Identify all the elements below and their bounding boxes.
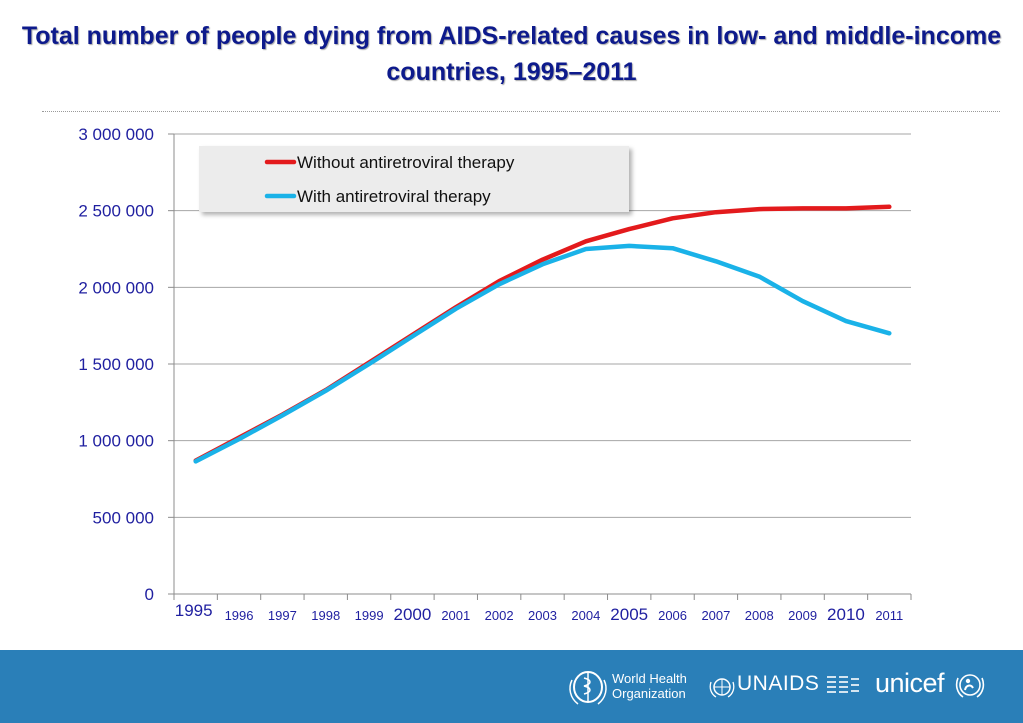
- x-tick-label: 2002: [485, 608, 514, 623]
- unicef-logo-text: unicef: [875, 668, 945, 698]
- who-line-2: Organization: [612, 686, 686, 701]
- unaids-cosponsor-mark-icon: [827, 676, 859, 693]
- x-tick-label: 2010: [827, 605, 865, 624]
- x-tick-label: 2008: [745, 608, 774, 623]
- x-tick-label: 2005: [610, 605, 648, 624]
- series-line-2: [193, 243, 892, 464]
- y-tick-label: 1 000 000: [78, 432, 154, 451]
- x-tick-label: 2004: [571, 608, 600, 623]
- y-tick-label: 2 000 000: [78, 278, 154, 297]
- x-tick-label: 2000: [394, 605, 432, 624]
- who-emblem-icon: [569, 671, 607, 705]
- series-line-1: [193, 204, 892, 463]
- y-tick-label: 1 500 000: [78, 355, 154, 374]
- chart-title: Total number of people dying from AIDS-r…: [21, 22, 1002, 86]
- x-tick-label: 2011: [875, 608, 903, 623]
- y-tick-label: 3 000 000: [78, 125, 154, 144]
- x-tick-label: 1998: [311, 608, 340, 623]
- y-tick-label: 500 000: [93, 508, 154, 527]
- line-chart: 0 500 000 1 000 000 1 500 000 2 000 000 2 500…: [78, 125, 912, 624]
- x-tick-label: 2009: [788, 608, 817, 623]
- title-divider: [42, 111, 1000, 112]
- legend-box: [199, 146, 629, 212]
- x-tick-label: 2007: [701, 608, 730, 623]
- legend-label: Without antiretroviral therapy: [297, 153, 515, 172]
- unaids-logo-text: UNAIDS: [737, 672, 820, 695]
- x-tick-label: 2006: [658, 608, 687, 623]
- footer-bar: World Health Organization UNAIDS unicef: [0, 650, 1023, 723]
- x-tick-label: 1995: [175, 601, 213, 620]
- x-tick-label: 1996: [225, 608, 254, 623]
- un-emblem-icon: [709, 678, 735, 698]
- who-logo-text: World Health Organization: [612, 671, 687, 701]
- x-tick-label: 2001: [441, 608, 470, 623]
- unicef-emblem-icon: [955, 674, 985, 698]
- legend-label: With antiretroviral therapy: [297, 187, 491, 206]
- x-tick-label: 1997: [268, 608, 297, 623]
- x-tick-label: 2003: [528, 608, 557, 623]
- who-line-1: World Health: [612, 671, 687, 686]
- y-tick-label: 2 500 000: [78, 202, 154, 221]
- y-tick-label: 0: [145, 585, 154, 604]
- x-tick-label: 1999: [355, 608, 384, 623]
